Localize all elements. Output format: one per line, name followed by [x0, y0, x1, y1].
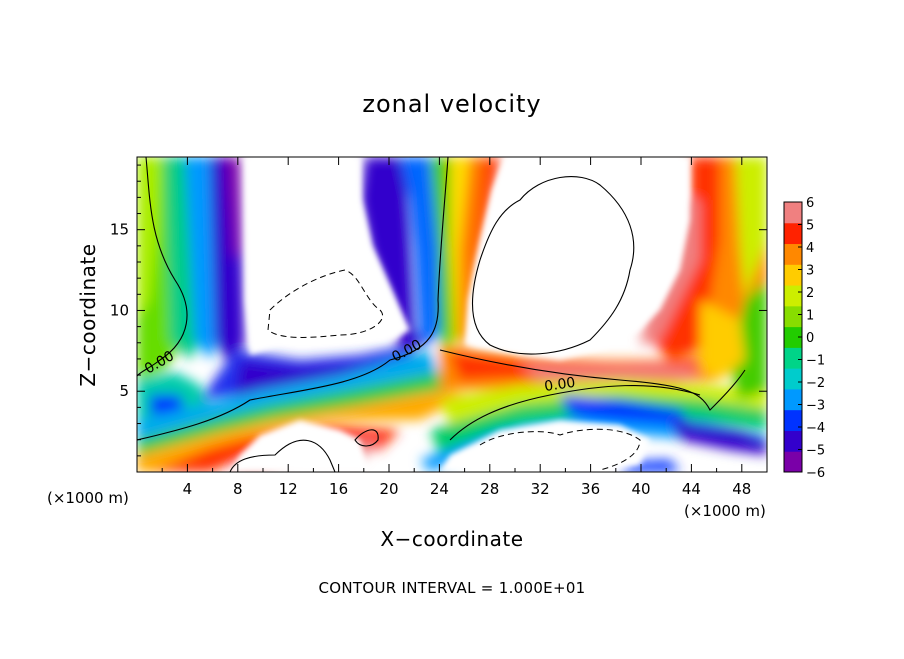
x-tick-label: 48 — [732, 480, 751, 498]
colorbar-swatch — [784, 222, 802, 245]
colorbar-tick-label: −5 — [806, 444, 825, 459]
y-axis-unit: (×1000 m) — [47, 489, 129, 507]
y-axis-title: Z−coordinate — [76, 243, 100, 386]
colorbar-swatch — [784, 305, 802, 328]
x-tick-label: 24 — [430, 480, 449, 498]
colorbar-tick-label: 2 — [806, 286, 814, 301]
colorbar-tick-label: −4 — [806, 421, 825, 436]
contour-lower-left — [229, 439, 336, 472]
colorbar-tick-label: 1 — [806, 309, 814, 324]
x-tick-label: 20 — [379, 480, 398, 498]
colorbar-swatch — [784, 285, 802, 307]
x-tick-label: 36 — [581, 480, 600, 498]
colorbar-tick-label: 4 — [806, 241, 814, 256]
contour-negative-lower — [479, 428, 641, 471]
contour-zero-right — [439, 349, 746, 411]
contour-interval-text: CONTOUR INTERVAL = 1.000E+01 — [318, 579, 585, 597]
x-tick-label: 12 — [279, 480, 298, 498]
colorbar-swatch — [784, 326, 802, 348]
contour-lines — [137, 157, 746, 472]
colorbar-tick-label: −6 — [806, 466, 825, 481]
y-tick-label: 10 — [110, 301, 129, 319]
x-tick-label: 28 — [480, 480, 499, 498]
colorbar-swatch — [784, 430, 802, 452]
colorbar-swatch — [784, 451, 802, 473]
x-axis: 4 8 12 16 20 24 28 32 36 40 44 48 — [161, 157, 751, 498]
colorbar-swatch — [784, 409, 802, 431]
contour-zero-lower — [449, 384, 701, 441]
colorbar-tick-label: −2 — [806, 376, 825, 391]
x-tick-label: 44 — [682, 480, 701, 498]
y-tick-label: 15 — [110, 221, 129, 239]
negative-contours — [267, 269, 641, 471]
y-axis: 5 10 15 — [110, 164, 767, 457]
colorbar-swatch — [784, 368, 802, 390]
plot-frame — [136, 156, 768, 473]
contour-small-loop — [354, 429, 379, 447]
x-tick-label: 40 — [631, 480, 650, 498]
x-tick-label: 16 — [329, 480, 348, 498]
x-tick-label: 8 — [233, 480, 243, 498]
contour-zero-center — [137, 157, 449, 441]
x-tick-label: 32 — [531, 480, 550, 498]
chart-title: zonal velocity — [362, 90, 541, 118]
colorbar-tick-label: −1 — [806, 354, 825, 369]
contour-zero-left — [137, 157, 188, 377]
colorbar-swatch — [784, 243, 802, 265]
colorbar-tick-label: 0 — [806, 331, 814, 346]
velocity-field — [137, 157, 767, 472]
colorbar-tick-label: −3 — [806, 399, 825, 414]
colorbar-tick-label: 5 — [806, 219, 814, 234]
colorbar-swatch — [784, 202, 802, 224]
colorbar-tick-label: 3 — [806, 264, 814, 279]
x-axis-title: X−coordinate — [380, 527, 523, 551]
colorbar-swatch — [784, 347, 802, 369]
x-tick-label: 4 — [183, 480, 193, 498]
colorbar: 6 5 4 3 2 1 0 −1 −2 −3 −4 −5 −6 — [783, 196, 825, 481]
colorbar-swatch — [784, 388, 802, 411]
colorbar-tick-label: 6 — [806, 196, 814, 211]
contour-zero-loop — [472, 176, 635, 355]
contour-label-right: 0.00 — [543, 375, 576, 395]
x-axis-unit: (×1000 m) — [684, 502, 766, 520]
colorbar-swatch — [784, 264, 802, 286]
y-tick-label: 5 — [119, 382, 129, 400]
